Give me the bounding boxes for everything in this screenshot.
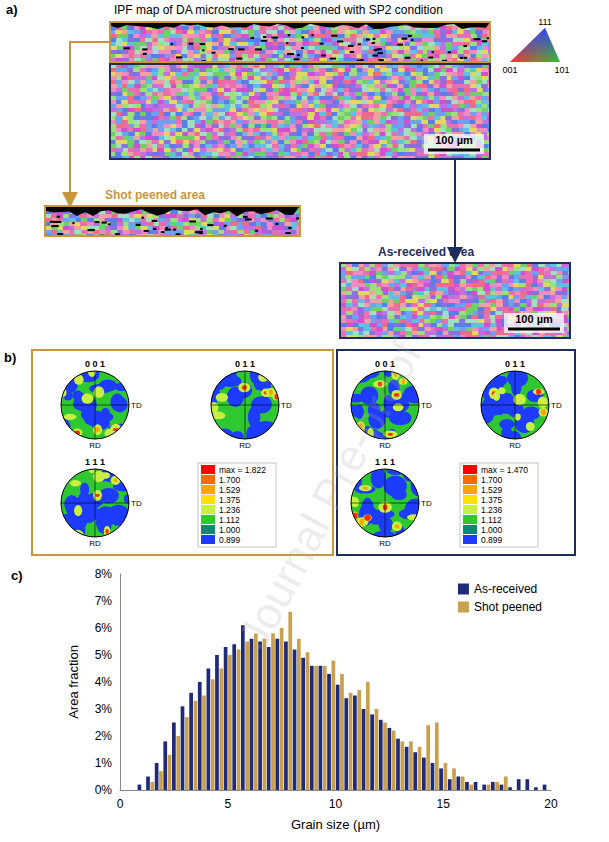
svg-text:RD: RD bbox=[239, 441, 251, 450]
svg-text:1.700: 1.700 bbox=[481, 475, 503, 485]
svg-text:Area fraction: Area fraction bbox=[66, 645, 81, 719]
svg-text:1 1 1: 1 1 1 bbox=[375, 457, 395, 467]
svg-text:a): a) bbox=[6, 2, 18, 17]
svg-text:100 µm: 100 µm bbox=[515, 313, 553, 325]
svg-text:8%: 8% bbox=[95, 567, 113, 581]
svg-text:0%: 0% bbox=[95, 783, 113, 797]
svg-text:Shot peened: Shot peened bbox=[474, 600, 542, 614]
svg-text:1.375: 1.375 bbox=[219, 495, 241, 505]
svg-text:1.236: 1.236 bbox=[481, 505, 503, 515]
svg-text:1.529: 1.529 bbox=[219, 485, 241, 495]
svg-text:1.000: 1.000 bbox=[481, 525, 503, 535]
svg-text:20: 20 bbox=[544, 797, 558, 811]
svg-text:TD: TD bbox=[131, 401, 142, 410]
svg-text:TD: TD bbox=[421, 401, 432, 410]
svg-text:TD: TD bbox=[131, 499, 142, 508]
svg-text:1%: 1% bbox=[95, 756, 113, 770]
svg-text:0.899: 0.899 bbox=[481, 535, 503, 545]
svg-text:c): c) bbox=[11, 568, 23, 583]
svg-text:3%: 3% bbox=[95, 702, 113, 716]
svg-text:4%: 4% bbox=[95, 675, 113, 689]
svg-text:2%: 2% bbox=[95, 729, 113, 743]
svg-text:As-received area: As-received area bbox=[378, 245, 474, 259]
svg-text:TD: TD bbox=[421, 499, 432, 508]
svg-text:RD: RD bbox=[89, 539, 101, 548]
svg-text:RD: RD bbox=[379, 539, 391, 548]
svg-text:0.899: 0.899 bbox=[219, 535, 241, 545]
svg-text:As-received: As-received bbox=[474, 582, 537, 596]
svg-text:111: 111 bbox=[538, 17, 552, 27]
svg-text:1.112: 1.112 bbox=[481, 515, 502, 525]
svg-text:5: 5 bbox=[224, 797, 231, 811]
svg-text:0: 0 bbox=[117, 797, 124, 811]
svg-text:b): b) bbox=[4, 350, 16, 365]
svg-text:7%: 7% bbox=[95, 594, 113, 608]
svg-text:0 0 1: 0 0 1 bbox=[375, 359, 395, 369]
svg-text:10: 10 bbox=[329, 797, 343, 811]
svg-text:100 µm: 100 µm bbox=[435, 134, 473, 146]
svg-text:Shot peened area: Shot peened area bbox=[105, 188, 205, 202]
svg-text:101: 101 bbox=[554, 65, 569, 75]
svg-text:max = 1.470: max = 1.470 bbox=[481, 465, 528, 475]
svg-text:0 0 1: 0 0 1 bbox=[85, 359, 105, 369]
svg-text:6%: 6% bbox=[95, 621, 113, 635]
svg-text:1.236: 1.236 bbox=[219, 505, 241, 515]
svg-text:0 1 1: 0 1 1 bbox=[505, 359, 525, 369]
svg-text:1.700: 1.700 bbox=[219, 475, 241, 485]
svg-text:15: 15 bbox=[437, 797, 451, 811]
svg-text:IPF map of DA microstructure s: IPF map of DA microstructure shot peened… bbox=[114, 3, 443, 17]
svg-text:RD: RD bbox=[509, 441, 521, 450]
svg-text:5%: 5% bbox=[95, 648, 113, 662]
svg-text:1.112: 1.112 bbox=[219, 515, 240, 525]
svg-text:001: 001 bbox=[502, 65, 517, 75]
svg-text:RD: RD bbox=[89, 441, 101, 450]
svg-text:max = 1.822: max = 1.822 bbox=[219, 465, 266, 475]
svg-text:1.000: 1.000 bbox=[219, 525, 241, 535]
svg-text:RD: RD bbox=[379, 441, 391, 450]
svg-text:TD: TD bbox=[551, 401, 562, 410]
svg-text:TD: TD bbox=[281, 401, 292, 410]
svg-text:0 1 1: 0 1 1 bbox=[235, 359, 255, 369]
svg-text:Grain size (µm): Grain size (µm) bbox=[291, 817, 380, 832]
svg-text:1.375: 1.375 bbox=[481, 495, 503, 505]
svg-text:1 1 1: 1 1 1 bbox=[85, 457, 105, 467]
svg-text:1.529: 1.529 bbox=[481, 485, 503, 495]
